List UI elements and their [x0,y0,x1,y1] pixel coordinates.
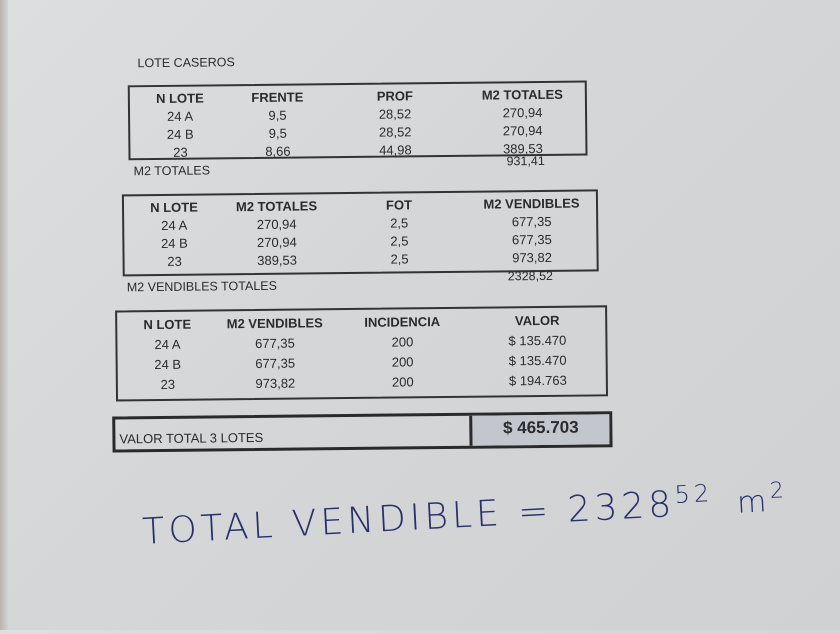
grand-total-label: VALOR TOTAL 3 LOTES [119,429,264,447]
table-cell: 270,94 [502,122,543,139]
table-cell: 2,5 [390,233,409,249]
m2-totales-label: M2 TOTALES [133,163,211,179]
column-header: PROF [376,88,414,104]
photo-edge [0,0,8,630]
table-cell: 9,5 [268,125,287,141]
handwritten-decimals: 52 [673,479,714,509]
table-cell: 23 [167,253,182,269]
column-header: N LOTE [143,316,192,333]
m2-vendibles-totales-value: 2328,52 [507,268,554,284]
table-cell: 389,53 [257,252,298,268]
table-cell: 23 [173,144,188,160]
table-grid: N LOTE M2 VENDIBLES INCIDENCIA VALOR 24 A 677… [117,310,606,395]
table-cell: 24 A [154,336,181,353]
table-cell: 28,52 [378,106,412,122]
table-cell: 200 [391,334,414,350]
table-cell: 973,82 [255,375,296,391]
grand-total-box: VALOR TOTAL 3 LOTES $ 465.703 [112,411,613,453]
table-cell: 200 [391,374,414,390]
table-cell: 24 B [154,356,182,373]
handwritten-unit: m [736,484,772,521]
table-cell: 677,35 [255,355,296,371]
table-cell: 44,98 [379,142,412,158]
table-cell: 8,66 [265,143,291,159]
table-cell: 24 A [161,217,188,233]
table-valuation: N LOTE M2 VENDIBLES INCIDENCIA VALOR 24 A 677… [115,305,609,402]
table-cell: 270,94 [256,234,297,250]
document-title: LOTE CASEROS [137,55,235,71]
table-dimensions: N LOTE FRENTE PROF M2 TOTALES 24 A 9,5 28,52 27… [127,80,588,163]
table-sellable-area: N LOTE M2 TOTALES FOT M2 VENDIBLES 24 A 270,9… [121,189,599,277]
table-grid: N LOTE M2 TOTALES FOT M2 VENDIBLES 24 A 270,9… [124,194,597,271]
table-cell: 24 B [160,235,188,251]
table-cell: 9,5 [268,107,287,123]
table-cell: 24 A [166,108,194,124]
table-cell: 200 [391,354,414,370]
table-cell: 677,35 [511,231,552,248]
column-header: N LOTE [150,199,198,216]
column-header: M2 TOTALES [235,198,318,215]
table-cell: 677,35 [511,213,552,230]
table-cell: 24 B [166,126,194,142]
column-header: VALOR [514,312,560,329]
table-cell: 270,94 [502,104,543,121]
table-cell: 677,35 [254,335,295,351]
table-cell: 28,52 [378,124,412,140]
table-cell: 2,5 [390,215,409,231]
column-header: INCIDENCIA [364,314,441,330]
column-header: N LOTE [155,90,204,107]
column-header: M2 VENDIBLES [483,195,580,212]
table-grid: N LOTE FRENTE PROF M2 TOTALES 24 A 9,5 28,52 27… [130,86,586,163]
column-header: M2 TOTALES [481,86,563,103]
handwritten-unit-exponent: 2 [769,478,789,505]
m2-totales-value: 931,41 [506,153,545,169]
column-header: FOT [385,197,413,213]
table-cell: 2,5 [390,251,409,267]
table-cell: $ 135.470 [508,332,567,349]
table-cell: 270,94 [256,216,297,232]
column-header: M2 VENDIBLES [226,315,323,332]
m2-vendibles-totales-label: M2 VENDIBLES TOTALES [126,278,277,295]
table-cell: $ 135.470 [508,352,567,369]
table-cell: $ 194.763 [508,372,567,389]
grand-total-value: $ 465.703 [469,414,610,446]
table-cell: 973,82 [512,249,553,266]
table-cell: 23 [160,376,176,392]
column-header: FRENTE [251,89,304,106]
